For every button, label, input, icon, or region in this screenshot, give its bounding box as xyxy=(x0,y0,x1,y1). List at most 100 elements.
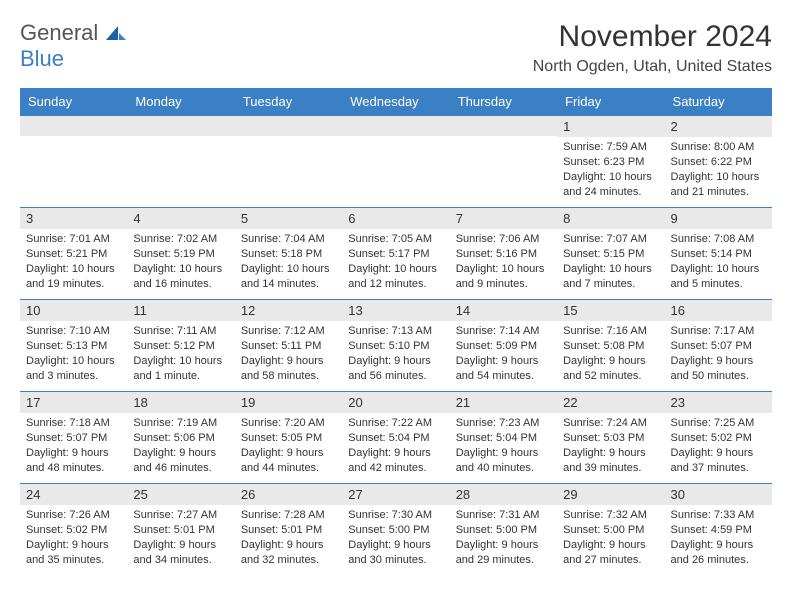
day-data: Sunrise: 7:01 AMSunset: 5:21 PMDaylight:… xyxy=(20,229,127,295)
sunrise-text: Sunrise: 7:59 AM xyxy=(563,140,658,155)
location: North Ogden, Utah, United States xyxy=(533,58,772,76)
calendar-day-cell: 19Sunrise: 7:20 AMSunset: 5:05 PMDayligh… xyxy=(235,392,342,484)
calendar-day-cell: 11Sunrise: 7:11 AMSunset: 5:12 PMDayligh… xyxy=(127,300,234,392)
day-data: Sunrise: 7:31 AMSunset: 5:00 PMDaylight:… xyxy=(450,505,557,571)
sunrise-text: Sunrise: 7:32 AM xyxy=(563,508,658,523)
sunrise-text: Sunrise: 7:06 AM xyxy=(456,232,551,247)
day-number: 23 xyxy=(665,392,772,413)
day-number: 25 xyxy=(127,484,234,505)
day-header: Monday xyxy=(127,88,234,116)
day-data: Sunrise: 7:11 AMSunset: 5:12 PMDaylight:… xyxy=(127,321,234,387)
sunset-text: Sunset: 5:03 PM xyxy=(563,431,658,446)
day-data: Sunrise: 7:06 AMSunset: 5:16 PMDaylight:… xyxy=(450,229,557,295)
day-data: Sunrise: 7:17 AMSunset: 5:07 PMDaylight:… xyxy=(665,321,772,387)
day-number: 12 xyxy=(235,300,342,321)
day-number: 29 xyxy=(557,484,664,505)
day-number: 1 xyxy=(557,116,664,137)
sunrise-text: Sunrise: 7:25 AM xyxy=(671,416,766,431)
day-header: Saturday xyxy=(665,88,772,116)
sunset-text: Sunset: 5:05 PM xyxy=(241,431,336,446)
calendar-day-cell: 6Sunrise: 7:05 AMSunset: 5:17 PMDaylight… xyxy=(342,208,449,300)
daylight-text: Daylight: 10 hours and 24 minutes. xyxy=(563,170,658,200)
calendar-day-cell: 18Sunrise: 7:19 AMSunset: 5:06 PMDayligh… xyxy=(127,392,234,484)
day-number xyxy=(20,116,127,136)
day-number: 8 xyxy=(557,208,664,229)
sunrise-text: Sunrise: 7:07 AM xyxy=(563,232,658,247)
sail-icon xyxy=(106,20,126,46)
daylight-text: Daylight: 9 hours and 54 minutes. xyxy=(456,354,551,384)
sunset-text: Sunset: 5:00 PM xyxy=(456,523,551,538)
sunset-text: Sunset: 5:19 PM xyxy=(133,247,228,262)
sunset-text: Sunset: 5:01 PM xyxy=(133,523,228,538)
sunrise-text: Sunrise: 7:02 AM xyxy=(133,232,228,247)
logo-blue-text: Blue xyxy=(20,46,64,71)
daylight-text: Daylight: 10 hours and 5 minutes. xyxy=(671,262,766,292)
daylight-text: Daylight: 9 hours and 35 minutes. xyxy=(26,538,121,568)
daylight-text: Daylight: 9 hours and 32 minutes. xyxy=(241,538,336,568)
calendar-day-cell: 17Sunrise: 7:18 AMSunset: 5:07 PMDayligh… xyxy=(20,392,127,484)
daylight-text: Daylight: 10 hours and 1 minute. xyxy=(133,354,228,384)
calendar-day-cell: 2Sunrise: 8:00 AMSunset: 6:22 PMDaylight… xyxy=(665,116,772,208)
sunrise-text: Sunrise: 7:23 AM xyxy=(456,416,551,431)
calendar-day-cell: 25Sunrise: 7:27 AMSunset: 5:01 PMDayligh… xyxy=(127,484,234,576)
calendar-table: Sunday Monday Tuesday Wednesday Thursday… xyxy=(20,88,772,576)
daylight-text: Daylight: 9 hours and 39 minutes. xyxy=(563,446,658,476)
calendar-week-row: 24Sunrise: 7:26 AMSunset: 5:02 PMDayligh… xyxy=(20,484,772,576)
day-number: 24 xyxy=(20,484,127,505)
sunrise-text: Sunrise: 7:10 AM xyxy=(26,324,121,339)
daylight-text: Daylight: 10 hours and 19 minutes. xyxy=(26,262,121,292)
sunset-text: Sunset: 5:12 PM xyxy=(133,339,228,354)
sunrise-text: Sunrise: 7:24 AM xyxy=(563,416,658,431)
sunrise-text: Sunrise: 7:12 AM xyxy=(241,324,336,339)
day-data: Sunrise: 7:05 AMSunset: 5:17 PMDaylight:… xyxy=(342,229,449,295)
day-data: Sunrise: 8:00 AMSunset: 6:22 PMDaylight:… xyxy=(665,137,772,203)
calendar-day-cell: 16Sunrise: 7:17 AMSunset: 5:07 PMDayligh… xyxy=(665,300,772,392)
calendar-week-row: 1Sunrise: 7:59 AMSunset: 6:23 PMDaylight… xyxy=(20,116,772,208)
day-header-row: Sunday Monday Tuesday Wednesday Thursday… xyxy=(20,88,772,116)
day-data: Sunrise: 7:14 AMSunset: 5:09 PMDaylight:… xyxy=(450,321,557,387)
calendar-day-cell xyxy=(235,116,342,208)
calendar-day-cell: 29Sunrise: 7:32 AMSunset: 5:00 PMDayligh… xyxy=(557,484,664,576)
calendar-day-cell: 13Sunrise: 7:13 AMSunset: 5:10 PMDayligh… xyxy=(342,300,449,392)
day-header: Friday xyxy=(557,88,664,116)
title-block: November 2024 North Ogden, Utah, United … xyxy=(533,20,772,76)
logo: General Blue xyxy=(20,20,126,72)
sunrise-text: Sunrise: 7:14 AM xyxy=(456,324,551,339)
calendar-day-cell: 26Sunrise: 7:28 AMSunset: 5:01 PMDayligh… xyxy=(235,484,342,576)
month-title: November 2024 xyxy=(533,20,772,54)
sunset-text: Sunset: 5:08 PM xyxy=(563,339,658,354)
daylight-text: Daylight: 9 hours and 44 minutes. xyxy=(241,446,336,476)
day-data: Sunrise: 7:28 AMSunset: 5:01 PMDaylight:… xyxy=(235,505,342,571)
day-data: Sunrise: 7:08 AMSunset: 5:14 PMDaylight:… xyxy=(665,229,772,295)
sunset-text: Sunset: 4:59 PM xyxy=(671,523,766,538)
day-data: Sunrise: 7:23 AMSunset: 5:04 PMDaylight:… xyxy=(450,413,557,479)
sunrise-text: Sunrise: 7:13 AM xyxy=(348,324,443,339)
day-data: Sunrise: 7:04 AMSunset: 5:18 PMDaylight:… xyxy=(235,229,342,295)
day-data: Sunrise: 7:13 AMSunset: 5:10 PMDaylight:… xyxy=(342,321,449,387)
day-number: 6 xyxy=(342,208,449,229)
sunrise-text: Sunrise: 7:22 AM xyxy=(348,416,443,431)
calendar-day-cell: 1Sunrise: 7:59 AMSunset: 6:23 PMDaylight… xyxy=(557,116,664,208)
calendar-day-cell: 24Sunrise: 7:26 AMSunset: 5:02 PMDayligh… xyxy=(20,484,127,576)
calendar-day-cell: 3Sunrise: 7:01 AMSunset: 5:21 PMDaylight… xyxy=(20,208,127,300)
calendar-day-cell: 9Sunrise: 7:08 AMSunset: 5:14 PMDaylight… xyxy=(665,208,772,300)
sunrise-text: Sunrise: 7:20 AM xyxy=(241,416,336,431)
sunset-text: Sunset: 5:13 PM xyxy=(26,339,121,354)
day-data: Sunrise: 7:18 AMSunset: 5:07 PMDaylight:… xyxy=(20,413,127,479)
logo-general-text: General xyxy=(20,20,98,45)
day-data: Sunrise: 7:02 AMSunset: 5:19 PMDaylight:… xyxy=(127,229,234,295)
day-data: Sunrise: 7:26 AMSunset: 5:02 PMDaylight:… xyxy=(20,505,127,571)
day-header: Tuesday xyxy=(235,88,342,116)
calendar-day-cell xyxy=(342,116,449,208)
daylight-text: Daylight: 9 hours and 58 minutes. xyxy=(241,354,336,384)
day-number xyxy=(235,116,342,136)
day-data: Sunrise: 7:19 AMSunset: 5:06 PMDaylight:… xyxy=(127,413,234,479)
sunset-text: Sunset: 5:02 PM xyxy=(26,523,121,538)
day-data: Sunrise: 7:59 AMSunset: 6:23 PMDaylight:… xyxy=(557,137,664,203)
daylight-text: Daylight: 9 hours and 50 minutes. xyxy=(671,354,766,384)
daylight-text: Daylight: 9 hours and 37 minutes. xyxy=(671,446,766,476)
day-number: 9 xyxy=(665,208,772,229)
daylight-text: Daylight: 9 hours and 52 minutes. xyxy=(563,354,658,384)
day-number: 15 xyxy=(557,300,664,321)
day-number: 4 xyxy=(127,208,234,229)
